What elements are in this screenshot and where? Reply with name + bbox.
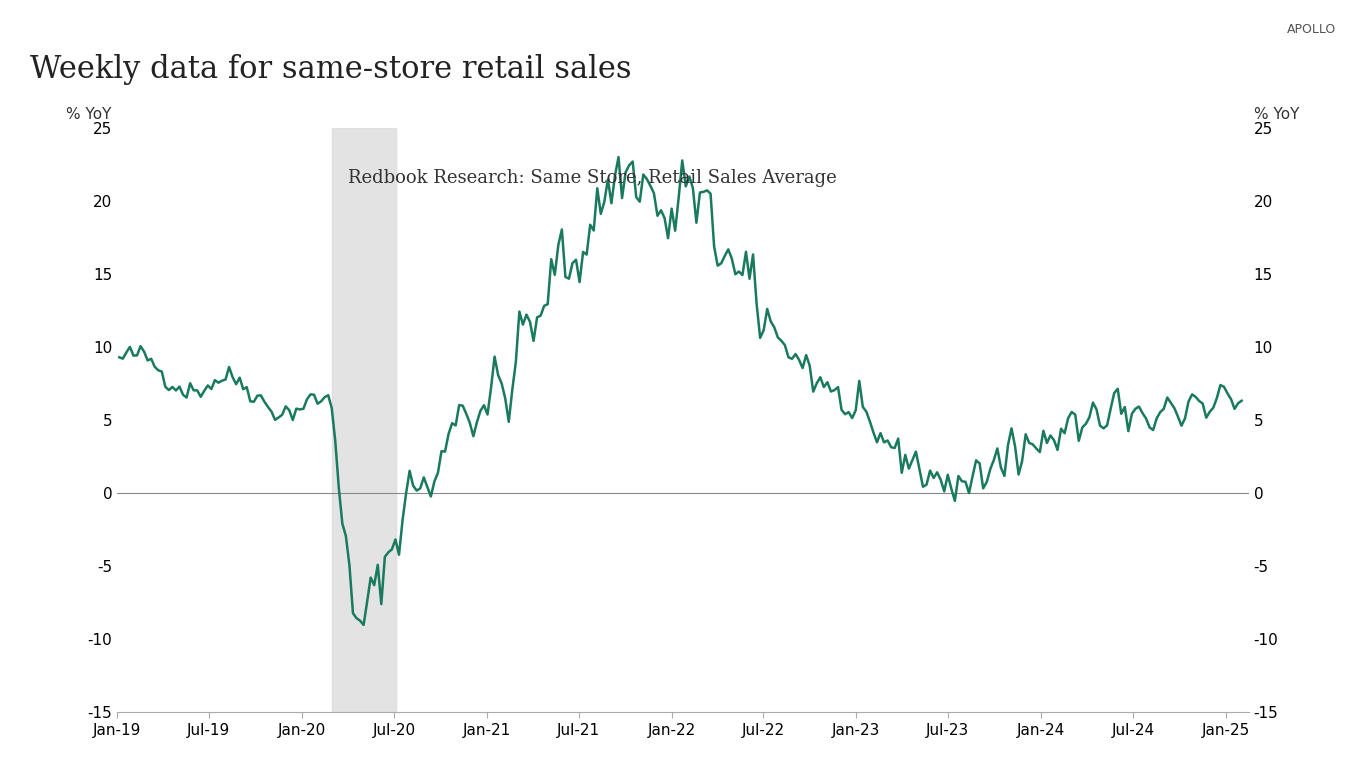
Text: APOLLO: APOLLO xyxy=(1287,23,1336,36)
Bar xyxy=(332,128,396,712)
Text: Redbook Research: Same Store, Retail Sales Average: Redbook Research: Same Store, Retail Sal… xyxy=(348,169,837,187)
Text: % YoY: % YoY xyxy=(1254,108,1299,122)
Text: Weekly data for same-store retail sales: Weekly data for same-store retail sales xyxy=(30,54,631,84)
Text: % YoY: % YoY xyxy=(67,108,112,122)
